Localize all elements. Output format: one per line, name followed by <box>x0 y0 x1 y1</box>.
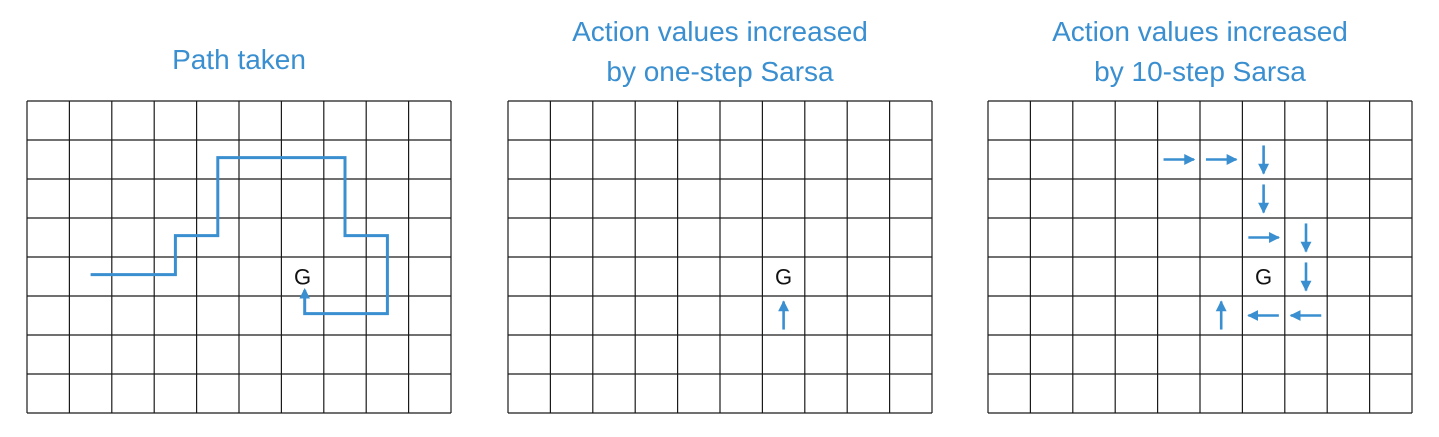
grid-panel-path-taken: G <box>26 100 452 414</box>
goal-label: G <box>775 265 792 290</box>
goal-label: G <box>1255 265 1272 290</box>
grid-panel-one-step-sarsa: G <box>507 100 933 414</box>
panel-title-ten-step-sarsa: Action values increased by 10-step Sarsa <box>1052 16 1348 87</box>
grid-panel-ten-step-sarsa: G <box>987 100 1413 414</box>
goal-label: G <box>294 265 311 290</box>
path-taken-line <box>90 156 389 316</box>
panel-title-path-taken: Path taken <box>172 44 306 75</box>
panel-title-one-step-sarsa: Action values increased by one-step Sars… <box>572 16 868 87</box>
